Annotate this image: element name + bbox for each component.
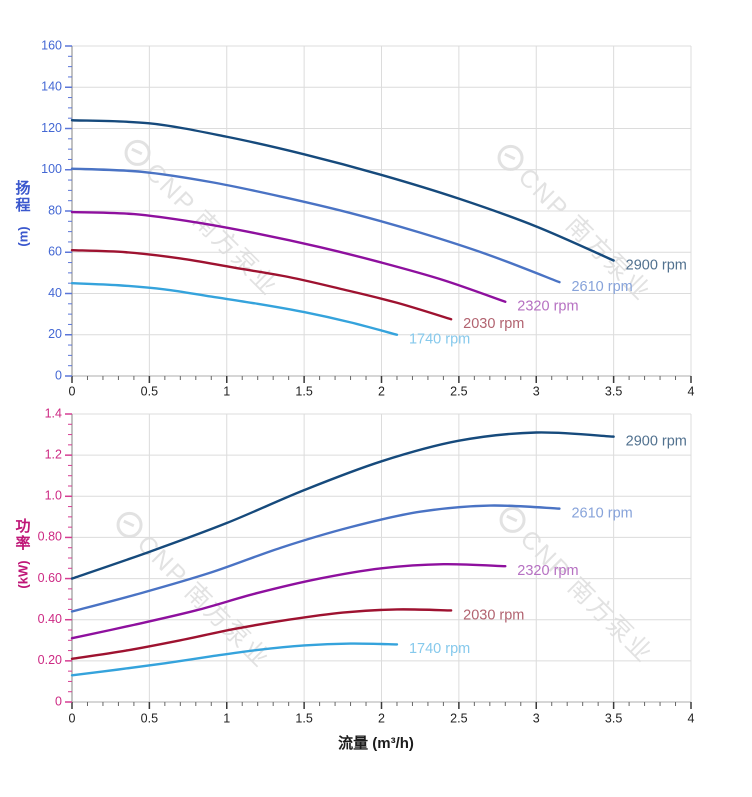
x-tick-label: 3.5 [605,384,622,398]
x-tick-label: 0 [69,711,76,725]
x-tick-label: 2.5 [450,711,467,725]
x-tick-label: 2 [378,711,385,725]
y-tick-label: 60 [48,245,62,259]
x-tick-label: 1.5 [295,711,312,725]
x-tick-label: 2 [378,384,385,398]
head-axis-title-cjk: 扬 程 [15,180,31,215]
y-tick-label: 160 [41,38,62,52]
x-tick-label: 3.5 [605,711,622,725]
y-tick-label: 0.60 [38,571,62,585]
y-tick-label: 0 [55,694,62,708]
series-label-2610: 2610 rpm [571,279,632,295]
y-tick-label: 1.4 [45,406,62,420]
x-tick-label: 4 [688,384,695,398]
series-label-1740: 1740 rpm [409,641,470,657]
x-tick-label: 1.5 [295,384,312,398]
power-axis-title-cjk: 功 率 [15,518,31,553]
series-label-2610: 2610 rpm [571,505,632,521]
series-label-2030: 2030 rpm [463,607,524,623]
series-label-2900: 2900 rpm [626,433,687,449]
y-tick-label: 0.40 [38,612,62,626]
series-label-1740: 1740 rpm [409,332,470,348]
curve-1740 [70,281,399,336]
chart-power: 0 0.5 1 1.5 2 2.5 3 3.5 4 0 0.20 0.40 0.60 0.80 1.0 1.2… [38,406,695,725]
head-axis-title-unit: (m) [15,225,31,247]
curve-2320 [70,210,507,303]
x-tick-label: 0.5 [141,711,158,725]
x-tick-label: 0 [69,384,76,398]
y-tick-label: 20 [48,327,62,341]
power-axis-title-unit: (kW) [15,559,31,589]
flow-axis-title: 流量 (m³/h) [338,735,414,752]
series-label-2320: 2320 rpm [517,563,578,579]
x-tick-label: 0.5 [141,384,158,398]
y-tick-label: 80 [48,203,62,217]
y-tick-label: 1.2 [45,447,62,461]
curve-2320 [70,562,507,640]
power-axis-title: 功 率 (kW) [6,518,40,588]
curve-1740 [70,642,399,677]
x-tick-label: 3 [533,711,540,725]
y-tick-label: 100 [41,162,62,176]
y-tick-label: 0.20 [38,653,62,667]
series-label-2320: 2320 rpm [517,299,578,315]
x-tick-label: 1 [223,711,230,725]
y-tick-label: 1.0 [45,489,62,503]
x-tick-label: 4 [688,711,695,725]
curve-2900 [70,119,615,262]
y-tick-label: 40 [48,286,62,300]
series-label-2900: 2900 rpm [626,257,687,273]
curve-2900 [70,431,615,580]
curve-2030 [70,608,453,660]
head-axis-title: 扬 程 (m) [6,180,40,247]
y-tick-label: 140 [41,80,62,94]
x-tick-label: 1 [223,384,230,398]
y-tick-label: 0.80 [38,530,62,544]
x-tick-label: 2.5 [450,384,467,398]
series-label-2030: 2030 rpm [463,316,524,332]
curve-2610 [70,504,561,613]
chart-head: 0 0.5 1 1.5 2 2.5 3 3.5 402040608010012014016029… [41,38,694,398]
x-tick-label: 3 [533,384,540,398]
curve-2030 [70,248,453,321]
y-tick-label: 0 [55,368,62,382]
curve-2610 [70,167,561,284]
y-tick-label: 120 [41,121,62,135]
